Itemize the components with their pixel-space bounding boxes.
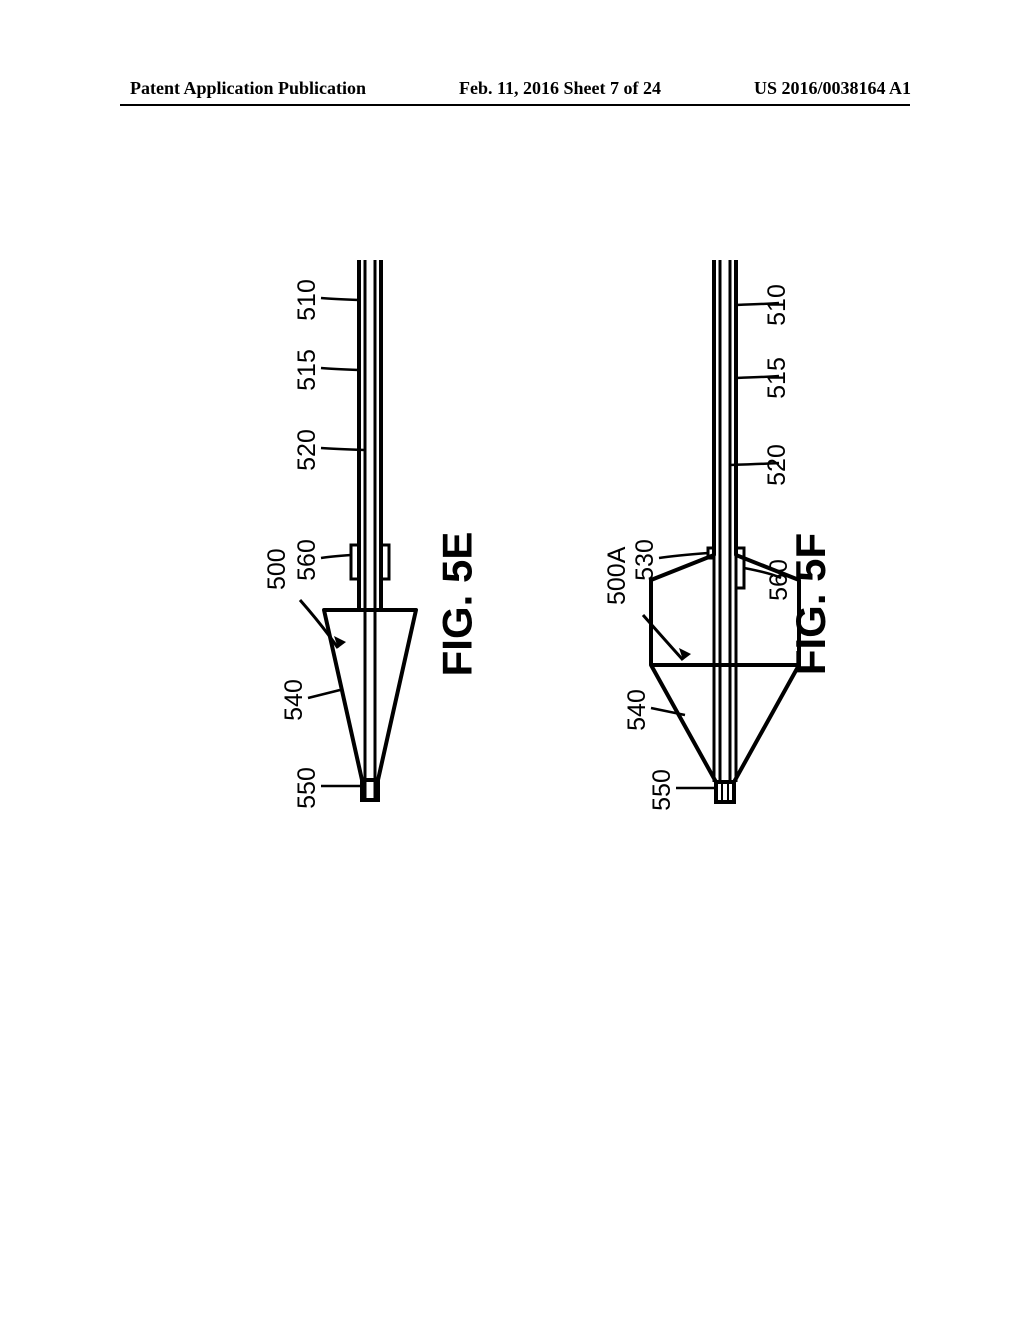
header-center: Feb. 11, 2016 Sheet 7 of 24 [459,78,661,99]
figure-5f-label: FIG. 5F [787,533,835,675]
svg-text:550: 550 [648,769,676,811]
svg-text:510: 510 [763,284,791,326]
page: Patent Application Publication Feb. 11, … [0,0,1024,1320]
header-right: US 2016/0038164 A1 [754,78,1024,99]
header-left: Patent Application Publication [0,78,366,99]
svg-text:500: 500 [263,548,291,590]
svg-text:510: 510 [293,279,321,321]
svg-text:540: 540 [623,689,651,731]
svg-text:515: 515 [763,357,791,399]
page-header: Patent Application Publication Feb. 11, … [0,78,1024,99]
figure-5f: 500A510515520560530540550 [555,260,895,860]
svg-text:520: 520 [763,444,791,486]
figure-5e-label: FIG. 5E [433,532,481,677]
svg-text:500A: 500A [603,546,631,605]
header-rule [120,104,910,106]
figure-5e: 500 510 515 520 560 540 550 [200,260,540,860]
svg-text:550: 550 [293,767,321,809]
svg-text:520: 520 [293,429,321,471]
svg-text:515: 515 [293,349,321,391]
svg-text:540: 540 [280,679,308,721]
svg-text:530: 530 [631,539,659,581]
svg-text:560: 560 [293,539,321,581]
